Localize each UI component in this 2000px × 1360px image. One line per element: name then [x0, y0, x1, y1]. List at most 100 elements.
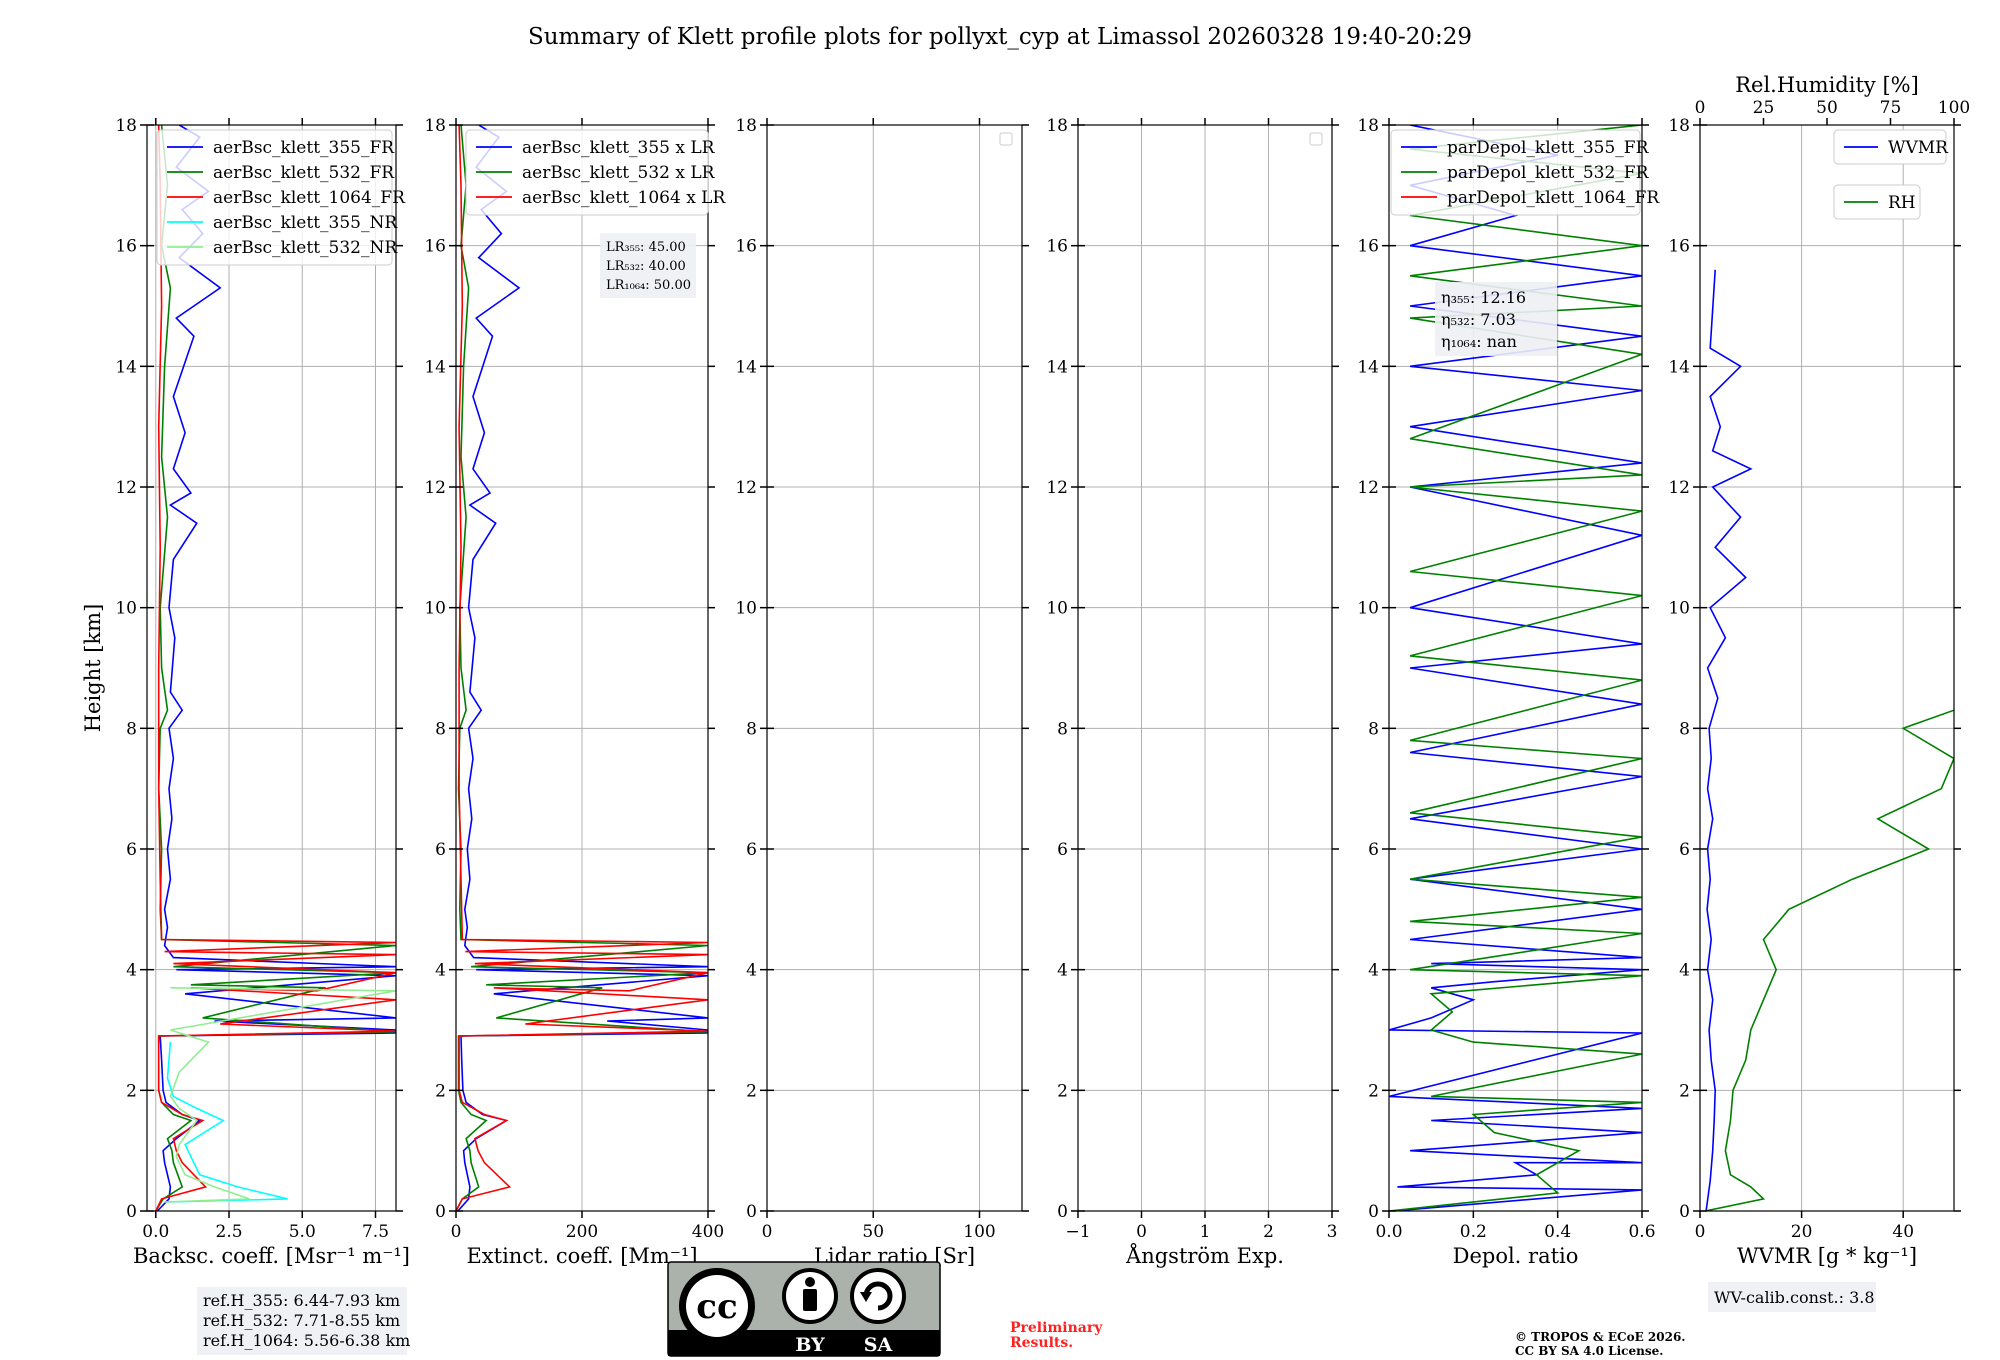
series-line-wvmr: [1705, 269, 1753, 1211]
y-tick-label: 2: [1368, 1081, 1379, 1101]
y-tick-label: 8: [435, 719, 446, 739]
y-tick-label: 8: [1679, 719, 1690, 739]
x-tick-label: 400: [692, 1222, 724, 1242]
annotation-box: [600, 233, 696, 298]
legend-label: aerBsc_klett_355 x LR: [522, 138, 716, 158]
x-tick-label: 2: [1263, 1222, 1274, 1242]
y-tick-label: 8: [746, 719, 757, 739]
y-tick-label: 4: [1057, 961, 1068, 981]
legend-label: aerBsc_klett_1064 x LR: [522, 188, 726, 208]
legend-box: [1833, 129, 1947, 165]
annotation-text: η₃₅₅: 12.16: [1441, 288, 1526, 307]
y-tick-label: 6: [126, 840, 137, 860]
legend-label: aerBsc_klett_532_FR: [213, 163, 395, 183]
y-tick-label: 16: [1046, 237, 1068, 257]
by-person-head: [805, 1277, 815, 1287]
cc-icon-glyph: cc: [696, 1287, 737, 1327]
x-tick-label: 50: [862, 1222, 884, 1242]
x-axis-label: WVMR [g * kg⁻¹]: [1737, 1244, 1917, 1268]
legend-box: [156, 129, 393, 266]
y-tick-label: 6: [1057, 840, 1068, 860]
y-tick-label: 18: [735, 116, 757, 136]
preliminary-results-line1: Preliminary: [1010, 1320, 1103, 1336]
axes-frame-wvmr: [1699, 124, 1955, 1212]
x-tick-label: 2.5: [216, 1222, 243, 1242]
y-tick-label: 0: [1368, 1202, 1379, 1222]
y-tick-label: 10: [1046, 599, 1068, 619]
empty-legend-box: [1309, 132, 1323, 146]
annotation-text: ref.H_532: 7.71-8.55 km: [203, 1311, 400, 1330]
x-tick-label: −1: [1065, 1222, 1090, 1242]
y-tick-label: 2: [126, 1081, 137, 1101]
empty-legend-box: [999, 132, 1013, 146]
y-tick-label: 12: [115, 478, 137, 498]
series-line-aerbsc-klett-1064-fr: [155, 125, 396, 1211]
y-tick-label: 12: [424, 478, 446, 498]
x-axis-label: Backsc. coeff. [Msr⁻¹ m⁻¹]: [133, 1244, 410, 1268]
y-tick-label: 0: [746, 1202, 757, 1222]
y-tick-label: 16: [735, 237, 757, 257]
annotation-text: η₅₃₂: 7.03: [1441, 310, 1516, 329]
series-group-extinction: [456, 125, 708, 1211]
axes-frame-backscatter: [146, 124, 397, 1212]
y-tick-label: 10: [115, 599, 137, 619]
legend-label: parDepol_klett_355_FR: [1447, 138, 1650, 158]
x2-axis-label: Rel.Humidity [%]: [1735, 73, 1919, 97]
y-tick-label: 0: [435, 1202, 446, 1222]
y-tick-label: 12: [1357, 478, 1379, 498]
axes-frame-lidar-ratio: [766, 124, 1023, 1212]
y-tick-label: 10: [1668, 599, 1690, 619]
y-tick-label: 4: [435, 961, 446, 981]
y-tick-label: 2: [746, 1081, 757, 1101]
annotation-box: [1708, 1282, 1876, 1312]
y-tick-label: 6: [746, 840, 757, 860]
annotation-text: LR₁₀₆₄: 50.00: [606, 278, 691, 293]
x2-tick-label: 0: [1695, 98, 1706, 118]
grid-backscatter: [147, 124, 396, 1212]
y-tick-label: 4: [126, 961, 137, 981]
x-tick-label: 200: [566, 1222, 598, 1242]
x-tick-label: 100: [963, 1222, 995, 1242]
y-tick-label: 12: [1046, 478, 1068, 498]
panel-depol: 0 2 4 6 8 10 12 14 16 18 0.0 0.2 0.4 0.6 Depol. ratio p…: [1357, 116, 1660, 1268]
y-axis-label: Height [km]: [81, 604, 105, 733]
y-tick-label: 18: [115, 116, 137, 136]
series-line-aerbsc-klett-532-nr: [164, 987, 396, 1203]
legend-label: aerBsc_klett_532_NR: [213, 238, 398, 258]
annotation-extinction: LR₃₅₅: 45.00 LR₅₃₂: 40.00 LR₁₀₆₄: 50.00: [600, 233, 696, 298]
x-tick-label: 5.0: [289, 1222, 316, 1242]
cc-by-label: BY: [795, 1334, 825, 1356]
y-tick-label: 2: [1679, 1081, 1690, 1101]
series-line-aerbsc-klett-532-x-lr: [456, 125, 708, 1211]
series-line-aerbsc-klett-355-nr: [166, 1042, 288, 1203]
y-tick-label: 6: [1368, 840, 1379, 860]
copyright-line2: CC BY SA 4.0 License.: [1515, 1344, 1663, 1358]
legend-wvmr: WVMR RH: [1833, 129, 1949, 220]
x-tick-label: 20: [1791, 1222, 1813, 1242]
copyright-line1: © TROPOS & ECoE 2026.: [1515, 1330, 1685, 1344]
y-tick-label: 14: [1046, 357, 1068, 377]
y-tick-label: 14: [1668, 357, 1690, 377]
legend-box: [465, 129, 709, 216]
x-tick-label: 1: [1200, 1222, 1211, 1242]
x-axis-label: Depol. ratio: [1453, 1244, 1579, 1268]
legend-label: RH: [1888, 193, 1916, 213]
annotation-wvmr: WV-calib.const.: 3.8: [1708, 1282, 1876, 1312]
axes-frame-depol: [1388, 124, 1643, 1212]
y-tick-label: 16: [115, 237, 137, 257]
y-tick-label: 2: [435, 1081, 446, 1101]
grid-angstrom: [1077, 124, 1333, 1212]
y-tick-label: 10: [1357, 599, 1379, 619]
legend-label: aerBsc_klett_1064_FR: [213, 188, 406, 208]
x-tick-label: 0.4: [1544, 1222, 1571, 1242]
cc-icon: [686, 1275, 748, 1337]
legend-box: [1390, 129, 1641, 216]
x-tick-label: 0: [1695, 1222, 1706, 1242]
y-tick-label: 16: [1668, 237, 1690, 257]
x-tick-label: 0: [762, 1222, 773, 1242]
